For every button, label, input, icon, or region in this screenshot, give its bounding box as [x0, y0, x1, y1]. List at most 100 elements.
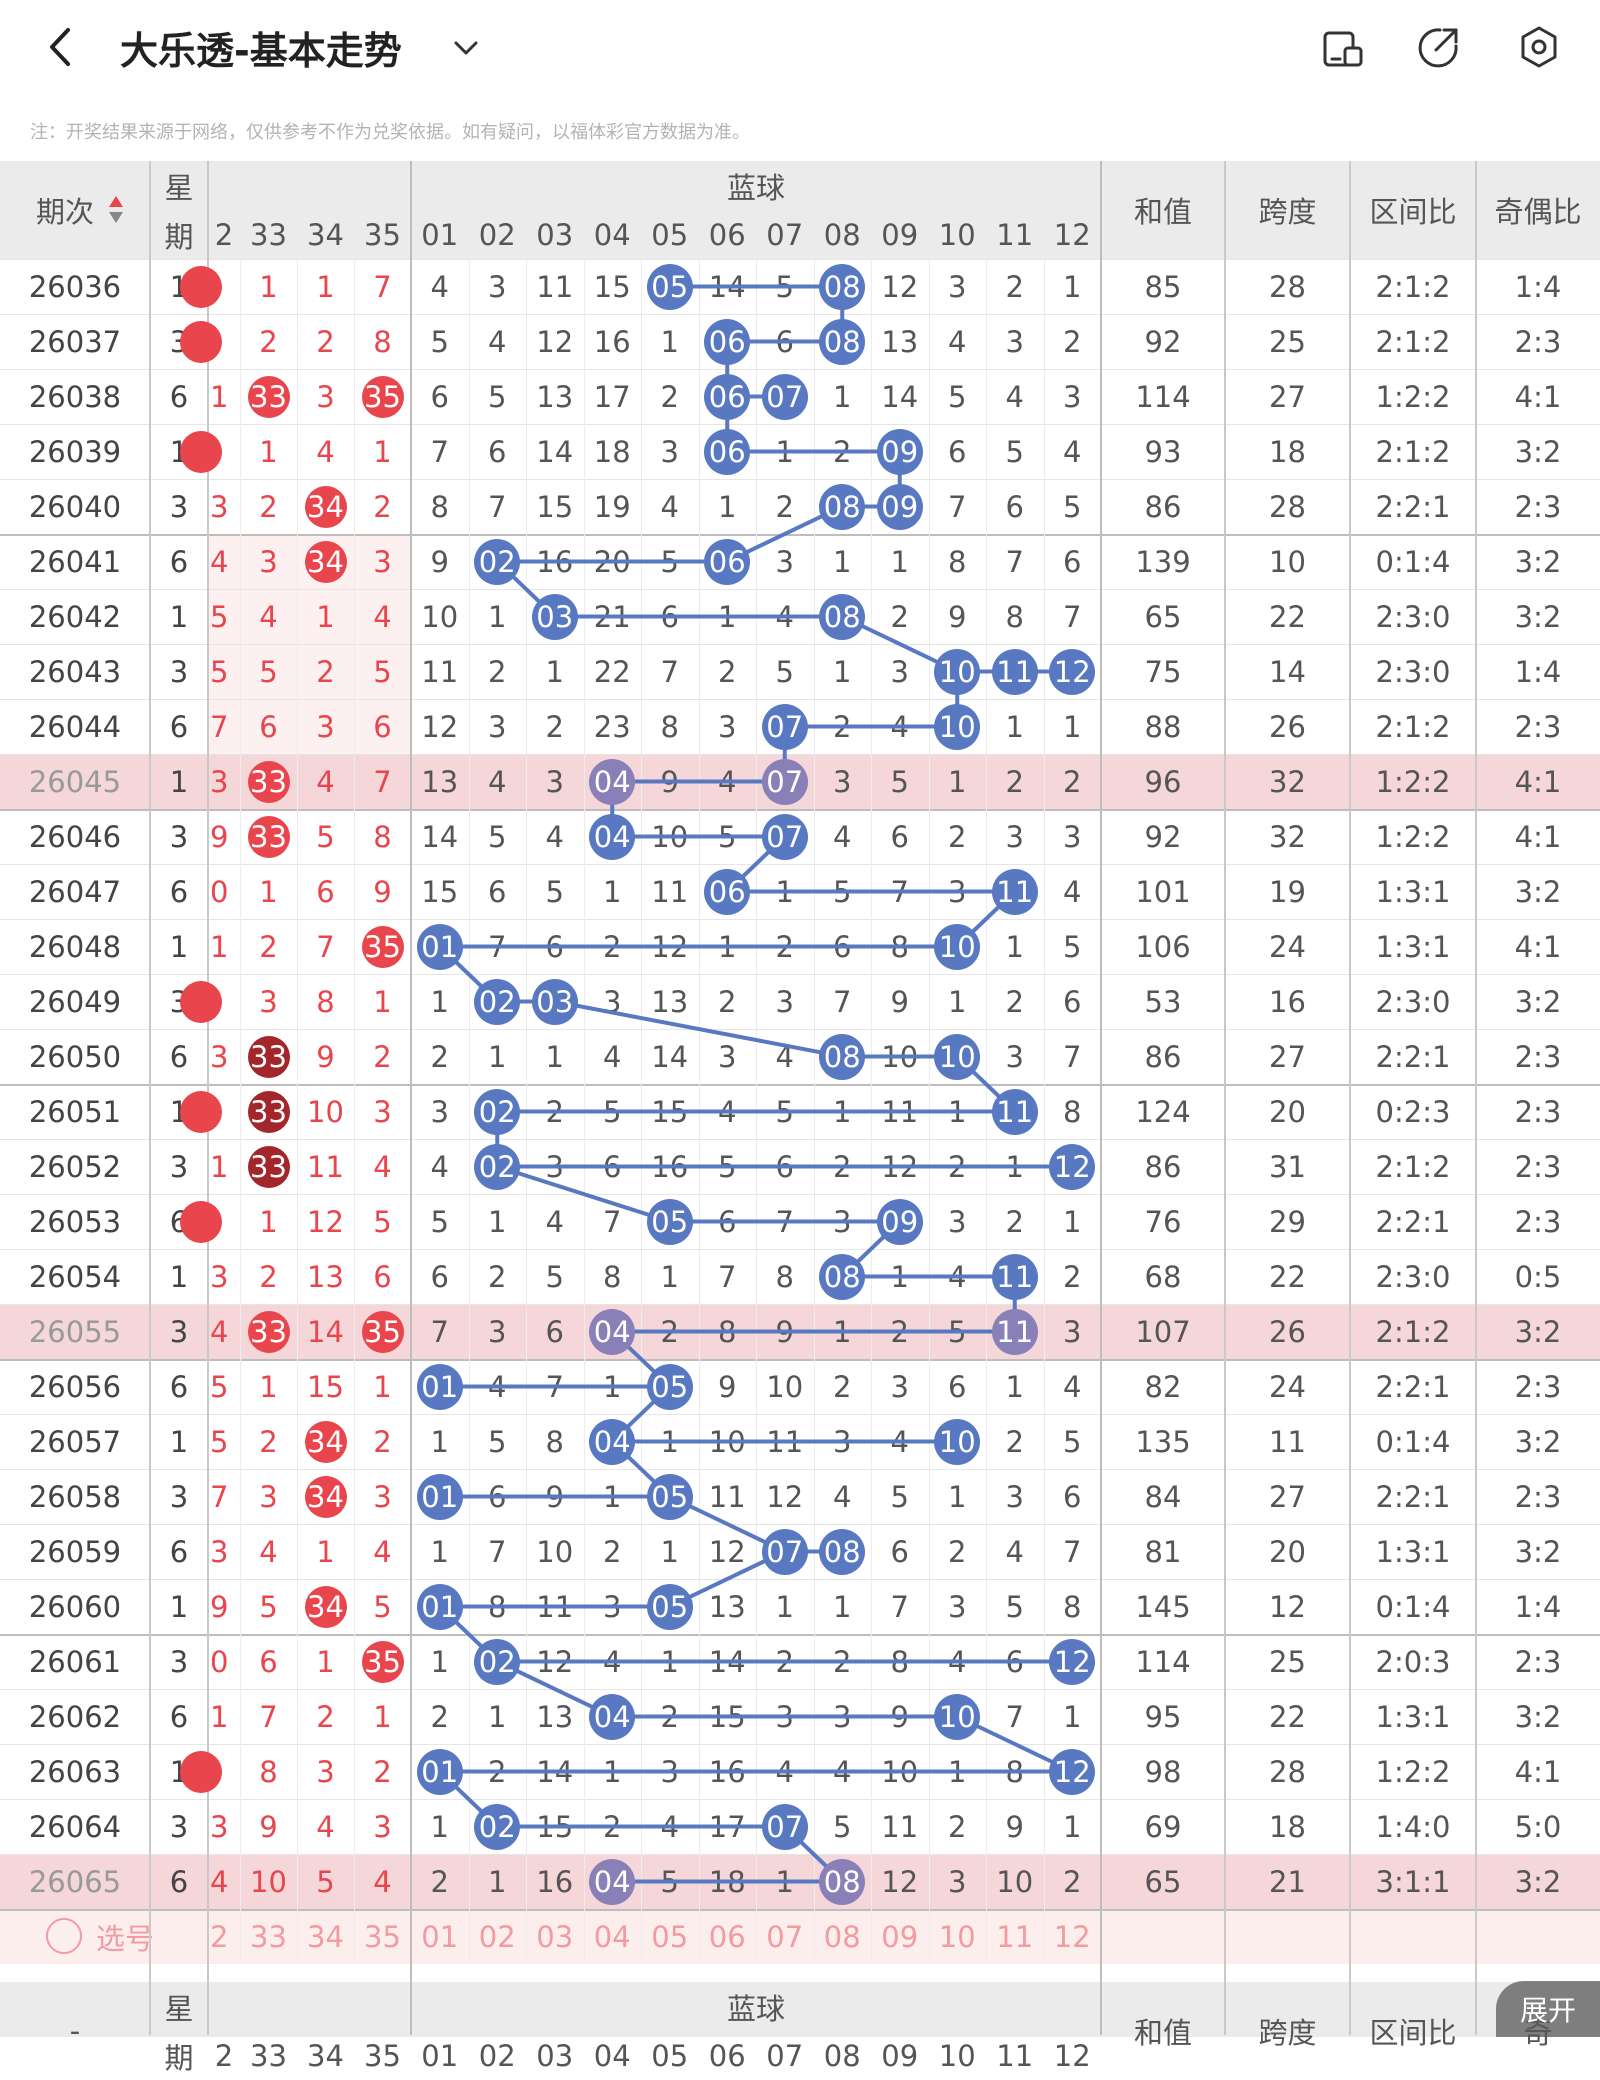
blue-ball[interactable]: 05 — [646, 1473, 693, 1520]
sort-arrows-icon[interactable] — [108, 194, 124, 226]
blue-ball[interactable]: 05 — [646, 263, 693, 310]
screen-button[interactable] — [1320, 26, 1366, 72]
red-ball[interactable] — [180, 1750, 222, 1793]
blue-ball[interactable]: 03 — [531, 593, 578, 640]
select-blue-03[interactable]: 03 — [536, 1919, 574, 1954]
blue-ball[interactable]: 08 — [819, 1858, 866, 1905]
blue-ball[interactable]: 09 — [876, 483, 923, 530]
blue-ball[interactable]: 08 — [819, 593, 866, 640]
blue-ball[interactable]: 02 — [474, 1143, 521, 1190]
red-ball[interactable]: 35 — [361, 1640, 404, 1683]
red-ball[interactable]: 33 — [247, 375, 290, 418]
red-ball[interactable]: 34 — [304, 1475, 347, 1518]
blue-ball[interactable]: 06 — [704, 538, 751, 585]
blue-ball[interactable]: 01 — [416, 923, 463, 970]
blue-ball[interactable]: 06 — [704, 373, 751, 420]
red-ball[interactable]: 33 — [247, 1310, 290, 1353]
blue-ball[interactable]: 08 — [819, 1033, 866, 1080]
blue-ball[interactable]: 04 — [589, 813, 636, 860]
red-ball[interactable]: 35 — [361, 925, 404, 968]
blue-ball[interactable]: 01 — [416, 1363, 463, 1410]
radio-icon[interactable] — [46, 1918, 82, 1954]
blue-ball[interactable]: 07 — [761, 1803, 808, 1850]
blue-ball[interactable]: 11 — [991, 868, 1038, 915]
select-red-35[interactable]: 35 — [364, 1919, 401, 1954]
blue-ball[interactable]: 08 — [819, 318, 866, 365]
blue-ball[interactable]: 10 — [934, 648, 981, 695]
red-ball[interactable] — [180, 980, 222, 1023]
blue-ball[interactable]: 05 — [646, 1198, 693, 1245]
select-red-33[interactable]: 33 — [250, 1919, 287, 1954]
select-blue-10[interactable]: 10 — [938, 1919, 976, 1954]
blue-ball[interactable]: 07 — [761, 703, 808, 750]
blue-ball[interactable]: 06 — [704, 428, 751, 475]
select-blue-05[interactable]: 05 — [651, 1919, 689, 1954]
expand-button[interactable]: 展开 — [1496, 1981, 1600, 2037]
red-ball[interactable] — [180, 1090, 222, 1133]
red-ball[interactable]: 34 — [304, 1420, 347, 1463]
red-ball[interactable]: 33 — [247, 1090, 290, 1133]
blue-ball[interactable]: 12 — [1049, 1748, 1096, 1795]
red-ball[interactable]: 33 — [247, 1035, 290, 1078]
blue-ball[interactable]: 12 — [1049, 1143, 1096, 1190]
blue-ball[interactable]: 02 — [474, 1803, 521, 1850]
blue-ball[interactable]: 12 — [1049, 1638, 1096, 1685]
blue-ball[interactable]: 11 — [991, 1088, 1038, 1135]
red-ball[interactable]: 34 — [304, 485, 347, 528]
red-ball[interactable] — [180, 320, 222, 363]
blue-ball[interactable]: 03 — [531, 978, 578, 1025]
blue-ball[interactable]: 10 — [934, 1033, 981, 1080]
select-red-2[interactable]: 2 — [210, 1919, 229, 1954]
red-ball[interactable] — [180, 265, 222, 308]
blue-ball[interactable]: 07 — [761, 373, 808, 420]
blue-ball[interactable]: 06 — [704, 318, 751, 365]
red-ball[interactable] — [180, 1200, 222, 1243]
blue-ball[interactable]: 01 — [416, 1473, 463, 1520]
red-ball[interactable]: 33 — [247, 815, 290, 858]
red-ball[interactable]: 34 — [304, 540, 347, 583]
select-blue-11[interactable]: 11 — [996, 1919, 1034, 1954]
blue-ball[interactable]: 04 — [589, 1693, 636, 1740]
head-period-header[interactable]: 期次 — [35, 195, 94, 229]
blue-ball[interactable]: 10 — [934, 703, 981, 750]
select-red-34[interactable]: 34 — [307, 1919, 344, 1954]
blue-ball[interactable]: 02 — [474, 978, 521, 1025]
blue-ball[interactable]: 01 — [416, 1748, 463, 1795]
select-blue-09[interactable]: 09 — [881, 1919, 919, 1954]
blue-ball[interactable]: 12 — [1049, 648, 1096, 695]
red-ball[interactable] — [180, 430, 222, 473]
red-ball[interactable]: 35 — [361, 375, 404, 418]
blue-ball[interactable]: 04 — [589, 1308, 636, 1355]
red-ball[interactable]: 34 — [304, 1585, 347, 1628]
select-blue-01[interactable]: 01 — [421, 1919, 459, 1954]
settings-button[interactable] — [1516, 24, 1562, 70]
blue-ball[interactable]: 08 — [819, 1253, 866, 1300]
select-blue-02[interactable]: 02 — [478, 1919, 516, 1954]
blue-ball[interactable]: 04 — [589, 758, 636, 805]
blue-ball[interactable]: 04 — [589, 1858, 636, 1905]
select-blue-06[interactable]: 06 — [708, 1919, 746, 1954]
blue-ball[interactable]: 01 — [416, 1583, 463, 1630]
blue-ball[interactable]: 02 — [474, 1638, 521, 1685]
red-ball[interactable]: 35 — [361, 1310, 404, 1353]
blue-ball[interactable]: 10 — [934, 923, 981, 970]
blue-ball[interactable]: 10 — [934, 1418, 981, 1465]
blue-ball[interactable]: 06 — [704, 868, 751, 915]
page-title[interactable]: 大乐透-基本走势 — [120, 29, 402, 73]
back-button[interactable] — [36, 22, 86, 72]
blue-ball[interactable]: 08 — [819, 263, 866, 310]
red-ball[interactable]: 33 — [247, 1145, 290, 1188]
blue-ball[interactable]: 07 — [761, 1528, 808, 1575]
blue-ball[interactable]: 04 — [589, 1418, 636, 1465]
share-button[interactable] — [1416, 24, 1462, 70]
blue-ball[interactable]: 05 — [646, 1583, 693, 1630]
blue-ball[interactable]: 02 — [474, 538, 521, 585]
select-blue-04[interactable]: 04 — [593, 1919, 631, 1954]
blue-ball[interactable]: 07 — [761, 813, 808, 860]
blue-ball[interactable]: 09 — [876, 428, 923, 475]
blue-ball[interactable]: 07 — [761, 758, 808, 805]
blue-ball[interactable]: 11 — [991, 648, 1038, 695]
blue-ball[interactable]: 05 — [646, 1363, 693, 1410]
title-dropdown[interactable] — [448, 30, 484, 66]
blue-ball[interactable]: 08 — [819, 1528, 866, 1575]
